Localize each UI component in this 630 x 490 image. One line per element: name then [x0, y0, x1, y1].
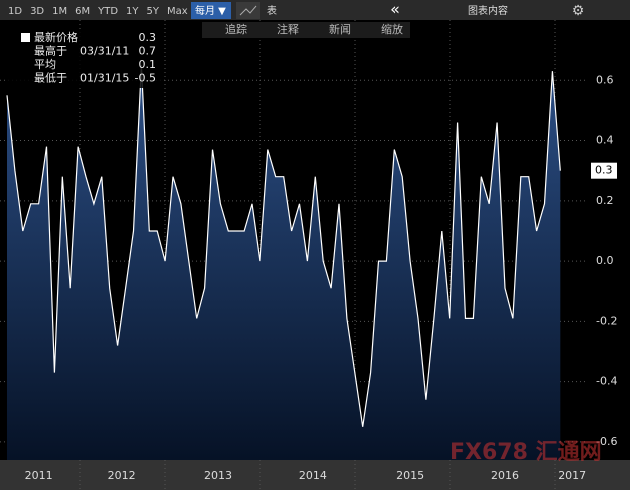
legend-box: [6, 30, 162, 88]
settings-button[interactable]: ⚙: [572, 3, 585, 19]
legend-text: 最低于: [34, 72, 67, 85]
chart-icon: [239, 5, 257, 16]
x-axis-bg: [0, 460, 630, 490]
x-tick-label: 2015: [396, 469, 424, 482]
last-value-label: 0.3: [595, 164, 613, 177]
y-tick-label: -0.2: [596, 314, 617, 327]
tool-button[interactable]: 追踪: [225, 22, 247, 36]
x-tick-label: 2014: [299, 469, 327, 482]
y-tick-label: 0.4: [596, 134, 614, 147]
tool-button[interactable]: 缩放: [381, 22, 403, 36]
legend-text: 平均: [34, 58, 56, 71]
x-tick-label: 2012: [108, 469, 136, 482]
last-value-box: [591, 162, 617, 179]
range-button[interactable]: 6M: [75, 6, 90, 17]
axis-bg: [588, 20, 630, 460]
legend-text: 0.3: [139, 31, 157, 44]
content-button[interactable]: 图表内容: [468, 4, 508, 17]
y-tick-label: -0.4: [596, 375, 617, 388]
range-button[interactable]: 1Y: [126, 6, 139, 17]
y-tick-label: -0.6: [596, 435, 617, 448]
range-button[interactable]: YTD: [97, 6, 118, 17]
legend-text: 03/31/11: [80, 45, 129, 58]
area: [6, 65, 561, 460]
x-tick-label: 2013: [204, 469, 232, 482]
legend-swatch: [21, 33, 30, 42]
legend-text: -0.5: [135, 72, 156, 85]
period-button[interactable]: [191, 2, 231, 19]
legend-text: 01/31/15: [80, 72, 129, 85]
legend-text: 0.1: [139, 58, 157, 71]
line: [6, 65, 561, 427]
tools-bar: [202, 22, 410, 38]
collapse-button[interactable]: «: [390, 0, 400, 19]
legend-text: 最新价格: [34, 30, 78, 44]
legend-text: 0.7: [139, 45, 157, 58]
y-tick-label: 0.0: [596, 254, 614, 267]
toolbar: [0, 0, 630, 20]
x-tick-label: 2017: [558, 469, 586, 482]
y-tick-label: 0.6: [596, 73, 614, 86]
watermark: FX678 汇通网: [450, 440, 602, 465]
range-button[interactable]: 5Y: [147, 6, 160, 17]
table-button[interactable]: 表: [267, 4, 277, 17]
x-tick-label: 2011: [25, 469, 53, 482]
range-button[interactable]: 1M: [52, 6, 67, 17]
period-label[interactable]: 每月 ▼: [195, 4, 226, 17]
legend-text: 最高于: [34, 44, 67, 58]
y-tick-label: 0.2: [596, 194, 614, 207]
tool-button[interactable]: 新闻: [329, 22, 351, 36]
x-tick-label: 2016: [491, 469, 519, 482]
range-button[interactable]: 3D: [30, 6, 44, 17]
range-button[interactable]: 1D: [8, 6, 22, 17]
range-button[interactable]: Max: [167, 6, 188, 17]
tool-button[interactable]: 注释: [277, 22, 299, 36]
